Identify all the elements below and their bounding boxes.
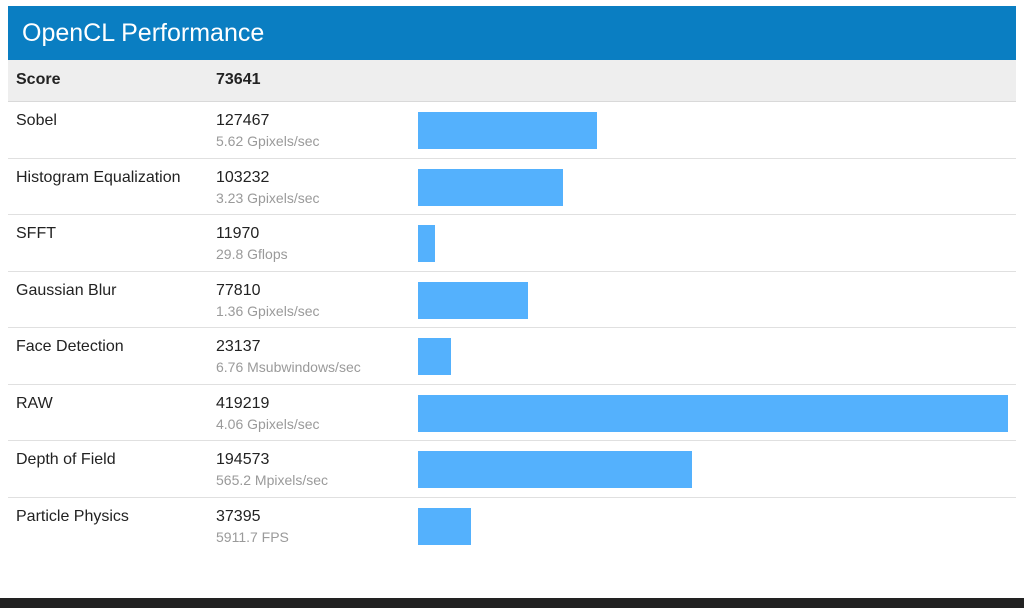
bar-track xyxy=(418,281,1008,319)
benchmark-bar xyxy=(418,168,564,206)
bar-track xyxy=(418,168,1008,206)
benchmark-score: 23137 xyxy=(216,338,261,355)
benchmark-bar xyxy=(418,338,451,375)
benchmark-score: 11970 xyxy=(216,225,260,242)
benchmark-bar xyxy=(418,281,528,319)
bar-track xyxy=(418,225,1008,262)
benchmark-bar xyxy=(418,112,598,149)
benchmark-score: 419219 xyxy=(216,394,270,412)
benchmark-bar xyxy=(418,394,1008,432)
benchmark-row: SFFT 11970 29.8 Gflops xyxy=(8,215,1016,272)
bar-track xyxy=(418,451,1008,488)
footer-bar xyxy=(0,598,1024,608)
benchmark-bar xyxy=(418,507,471,545)
benchmark-row: Particle Physics 37395 5911.7 FPS xyxy=(8,498,1016,555)
benchmark-row: Histogram Equalization 103232 3.23 Gpixe… xyxy=(8,159,1016,215)
benchmark-throughput: 5911.7 FPS xyxy=(216,528,289,545)
benchmark-name: Face Detection xyxy=(16,338,124,355)
bar-track xyxy=(418,338,1008,375)
benchmark-name: RAW xyxy=(16,394,53,412)
benchmark-score: 103232 xyxy=(216,168,270,186)
bar-track xyxy=(418,112,1008,149)
benchmark-name: Histogram Equalization xyxy=(16,168,181,186)
benchmark-score: 77810 xyxy=(216,281,261,299)
benchmark-name: SFFT xyxy=(16,225,56,242)
score-value: 73641 xyxy=(216,71,261,88)
benchmark-throughput: 29.8 Gflops xyxy=(216,246,288,262)
benchmark-throughput: 1.36 Gpixels/sec xyxy=(216,302,320,319)
bar-track xyxy=(418,394,1008,432)
benchmark-throughput: 3.23 Gpixels/sec xyxy=(216,189,320,206)
benchmark-row: RAW 419219 4.06 Gpixels/sec xyxy=(8,385,1016,441)
benchmark-list: Sobel 127467 5.62 Gpixels/sec Histogram … xyxy=(8,102,1016,554)
benchmark-score: 37395 xyxy=(216,507,261,525)
benchmark-bar xyxy=(418,451,692,488)
benchmark-row: Sobel 127467 5.62 Gpixels/sec xyxy=(8,102,1016,159)
opencl-performance-panel: OpenCL Performance Score 73641 Sobel 127… xyxy=(8,6,1016,554)
score-label: Score xyxy=(16,71,61,88)
benchmark-name: Particle Physics xyxy=(16,507,129,525)
benchmark-throughput: 6.76 Msubwindows/sec xyxy=(216,359,361,375)
benchmark-row: Face Detection 23137 6.76 Msubwindows/se… xyxy=(8,328,1016,385)
benchmark-name: Depth of Field xyxy=(16,451,116,468)
overall-score-row: Score 73641 xyxy=(8,60,1016,102)
benchmark-row: Depth of Field 194573 565.2 Mpixels/sec xyxy=(8,441,1016,498)
benchmark-bar xyxy=(418,225,435,262)
benchmark-name: Gaussian Blur xyxy=(16,281,117,299)
benchmark-score: 194573 xyxy=(216,451,270,468)
benchmark-throughput: 4.06 Gpixels/sec xyxy=(216,415,320,432)
bar-track xyxy=(418,507,1008,545)
benchmark-row: Gaussian Blur 77810 1.36 Gpixels/sec xyxy=(8,272,1016,328)
benchmark-throughput: 565.2 Mpixels/sec xyxy=(216,472,329,488)
benchmark-throughput: 5.62 Gpixels/sec xyxy=(216,133,320,149)
benchmark-name: Sobel xyxy=(16,112,57,129)
panel-title: OpenCL Performance xyxy=(8,6,1016,60)
benchmark-score: 127467 xyxy=(216,112,270,129)
